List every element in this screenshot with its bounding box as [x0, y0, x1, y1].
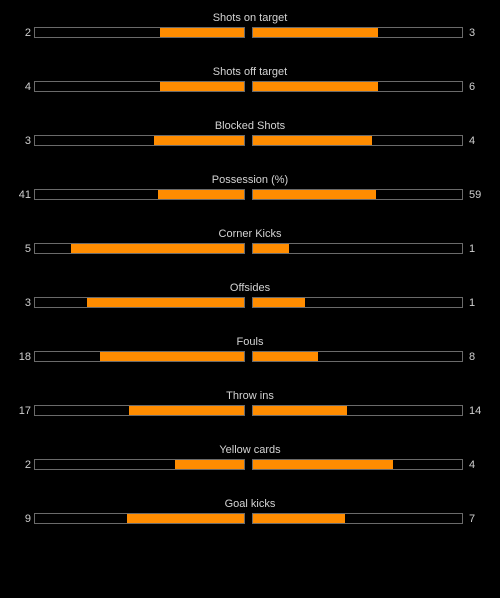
home-bar — [34, 351, 245, 362]
away-bar — [252, 135, 463, 146]
away-bar-fill — [253, 82, 379, 91]
home-bar — [34, 405, 245, 416]
away-bar — [252, 189, 463, 200]
stat-label: Throw ins — [226, 390, 274, 402]
away-bar-fill — [253, 460, 394, 469]
home-value: 3 — [24, 297, 31, 309]
home-bar — [34, 513, 245, 524]
stat-row: Shots off target 4 6 — [0, 65, 500, 119]
home-value: 4 — [24, 81, 31, 93]
home-bar-fill — [158, 190, 244, 199]
away-bar-fill — [253, 28, 379, 37]
home-value: 2 — [24, 459, 31, 471]
away-bar-fill — [253, 136, 373, 145]
away-value: 59 — [469, 189, 482, 201]
away-bar — [252, 459, 463, 470]
stat-label: Blocked Shots — [214, 120, 286, 132]
home-value: 2 — [24, 27, 31, 39]
home-bar — [34, 297, 245, 308]
away-value: 8 — [469, 351, 476, 363]
away-value: 1 — [469, 297, 476, 309]
away-bar-fill — [253, 352, 318, 361]
home-value: 41 — [18, 189, 31, 201]
home-bar-fill — [87, 298, 244, 307]
home-bar-fill — [129, 406, 244, 415]
home-bar-fill — [175, 460, 244, 469]
stat-row: Corner Kicks 5 1 — [0, 227, 500, 281]
away-bar — [252, 405, 463, 416]
home-bar — [34, 243, 245, 254]
away-value: 6 — [469, 81, 476, 93]
stat-row: Possession (%) 41 59 — [0, 173, 500, 227]
away-bar — [252, 297, 463, 308]
away-bar — [252, 81, 463, 92]
home-bar — [34, 81, 245, 92]
stat-row: Offsides 3 1 — [0, 281, 500, 335]
stat-row: Fouls 18 8 — [0, 335, 500, 389]
away-value: 1 — [469, 243, 476, 255]
away-bar — [252, 243, 463, 254]
home-bar-fill — [154, 136, 244, 145]
away-bar-fill — [253, 406, 348, 415]
home-bar — [34, 459, 245, 470]
away-bar — [252, 351, 463, 362]
stat-row: Shots on target 2 3 — [0, 11, 500, 65]
away-value: 7 — [469, 513, 476, 525]
away-value: 4 — [469, 459, 476, 471]
stat-label: Goal kicks — [224, 498, 276, 510]
home-bar-fill — [99, 352, 244, 361]
home-value: 3 — [24, 135, 31, 147]
stat-label: Offsides — [229, 282, 271, 294]
stat-label: Shots on target — [212, 12, 288, 24]
away-value: 4 — [469, 135, 476, 147]
away-value: 14 — [469, 405, 482, 417]
away-bar-fill — [253, 514, 345, 523]
stat-row: Throw ins 17 14 — [0, 389, 500, 443]
stat-label: Possession (%) — [211, 174, 289, 186]
stat-label: Shots off target — [212, 66, 288, 78]
away-bar-fill — [253, 244, 289, 253]
home-bar-fill — [126, 514, 244, 523]
stat-row: Goal kicks 9 7 — [0, 497, 500, 551]
home-bar — [34, 27, 245, 38]
away-bar — [252, 27, 463, 38]
match-stats-panel: Shots on target 2 3 Shots off target 4 6… — [0, 11, 500, 551]
home-value: 17 — [18, 405, 31, 417]
stat-row: Blocked Shots 3 4 — [0, 119, 500, 173]
stat-label: Yellow cards — [219, 444, 281, 456]
home-value: 9 — [24, 513, 31, 525]
home-bar-fill — [70, 244, 244, 253]
home-bar-fill — [160, 82, 244, 91]
home-bar — [34, 135, 245, 146]
away-bar — [252, 513, 463, 524]
home-bar-fill — [160, 28, 244, 37]
home-value: 5 — [24, 243, 31, 255]
away-bar-fill — [253, 298, 306, 307]
home-value: 18 — [18, 351, 31, 363]
stat-label: Corner Kicks — [218, 228, 282, 240]
stat-row: Yellow cards 2 4 — [0, 443, 500, 497]
home-bar — [34, 189, 245, 200]
away-bar-fill — [253, 190, 377, 199]
away-value: 3 — [469, 27, 476, 39]
stat-label: Fouls — [236, 336, 264, 348]
